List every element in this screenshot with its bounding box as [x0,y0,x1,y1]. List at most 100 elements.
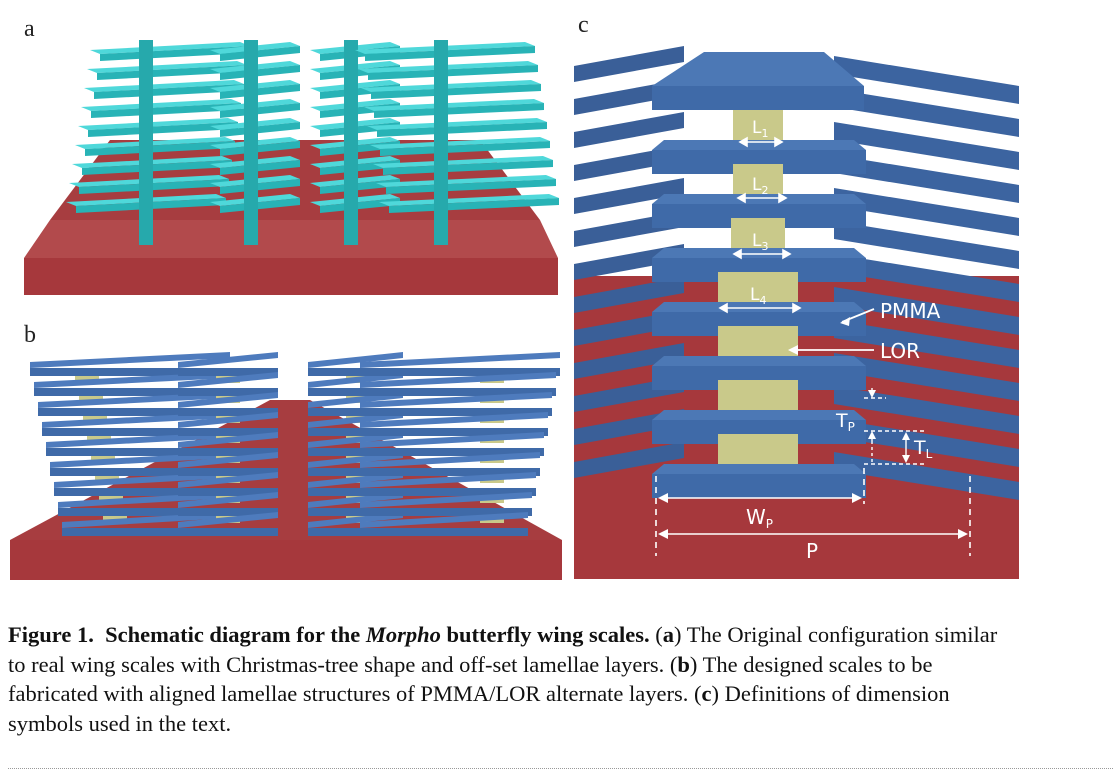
lamella [364,99,544,111]
lamella-side [386,179,556,194]
lamella [373,156,553,168]
lamella-side [220,198,300,213]
pmma-lamella [652,140,866,150]
lamella [376,175,556,187]
arrowhead [782,248,792,260]
caption-line-4: symbols used in the text. [8,710,232,736]
pmma-lamella [652,248,866,258]
side-lamella-right [834,287,1019,335]
L4-label: L4 [750,285,766,307]
pmma-layer-front [360,528,528,536]
pmma-layer-front [360,508,532,516]
pmma-layer-front [50,468,230,476]
lamella-side [383,160,553,175]
lamella [90,42,250,54]
panel-label-b: b [24,322,36,348]
pmma-layer [178,392,278,408]
pmma-lamella [652,356,866,366]
lamella-side [389,198,559,213]
pmma-layer-front [308,508,403,516]
p-label: P [806,539,818,563]
pmma-layer [360,412,548,428]
L3-label: L3 [752,231,768,253]
lor-block [718,434,798,464]
lamella-side [365,46,535,61]
lamella-side [320,198,400,213]
svg-text:L2: L2 [752,175,768,197]
lamella-side [377,122,547,137]
pmma-layer [178,492,278,508]
lor-label: LOR [880,339,920,363]
arrowhead [778,192,788,204]
top-lamella-front [652,86,864,110]
ridge [344,40,358,245]
panel-c-diagram: L1 L2 L3 L4 PMMA LOR TP TL [574,46,1019,579]
lor-block [718,326,798,356]
pmma-layer [178,452,278,468]
pmma-layer [360,492,532,508]
arrowhead [732,248,742,260]
pmma-layer-front [178,528,278,536]
arrowhead [792,302,802,314]
pmma-layer [360,352,560,368]
arrowhead [774,136,784,148]
pmma-layer-front [46,448,230,456]
pmma-layer-front [308,368,403,376]
lamella-side [320,179,400,194]
pmma-layer [360,452,540,468]
pmma-layer [360,392,552,408]
side-lamella-right [834,221,1019,269]
side-lamella-right [834,188,1019,236]
side-lamella-right [834,254,1019,302]
substrate-top [24,220,558,258]
pmma-layer-front [360,368,560,376]
pmma-layer [360,512,528,528]
pmma-layer [30,352,230,368]
pmma-layer-front [62,528,230,536]
tl-label: TL [913,437,933,461]
lamella-side [97,65,247,80]
pmma-layer-front [360,388,556,396]
pmma-layer-front [42,428,230,436]
side-lamella-left [574,46,684,82]
pmma-layer-front [178,428,278,436]
pmma-layer-front [178,448,278,456]
pmma-layer-front [308,448,403,456]
svg-text:L3: L3 [752,231,768,253]
substrate-front [24,258,558,295]
pmma-layer [178,352,278,368]
lamella-side [220,160,300,175]
lamella-side [220,84,300,99]
pmma-layer-front [360,408,552,416]
side-lamella-right [834,122,1019,170]
pmma-layer-front [308,528,403,536]
lamella [361,80,541,92]
side-lamella-left [574,244,684,280]
panel-label-a: a [24,16,35,42]
lamella-side [91,103,241,118]
side-lamella-left [574,277,684,313]
pmma-layer [360,372,556,388]
panel-b-diagram [10,352,562,580]
side-lamella-right [834,89,1019,137]
pmma-layer-front [178,368,278,376]
lamella-side [220,179,300,194]
side-lamella-left [574,442,684,478]
tp-label: TP [835,410,855,434]
pmma-layer-front [308,488,403,496]
figure-caption: Figure 1. Schematic diagram for the Morp… [8,620,1113,738]
panel-a-diagram [24,40,559,295]
L1-label: L1 [752,118,768,140]
pmma-layer [360,472,536,488]
svg-text:L1: L1 [752,118,768,140]
pmma-layer-front [178,508,278,516]
pmma-layer [308,352,403,368]
lor-block [718,380,798,410]
svg-text:L4: L4 [750,285,766,307]
pmma-layer-front [308,408,403,416]
lamella-side [85,141,235,156]
pmma-layer-front [178,468,278,476]
lamella-side [79,179,229,194]
pmma-layer [360,432,544,448]
lamella-side [380,141,550,156]
